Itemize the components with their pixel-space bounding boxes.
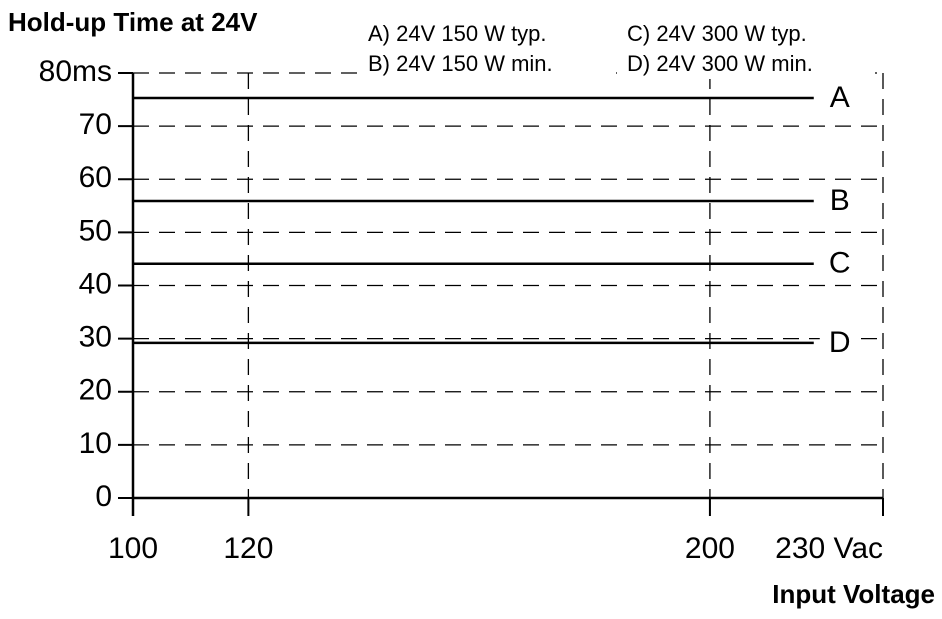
y-tick-label: 40 [79,267,112,300]
y-tick-label: 20 [79,374,112,407]
y-tick-label: 50 [79,214,112,247]
y-tick-label: 70 [79,108,112,141]
line-end-label: C [829,247,851,280]
x-tick-label: 230 Vac [775,532,883,565]
y-tick-label: 80ms [39,55,112,88]
label-backdrop [819,187,860,216]
y-tick-label: 60 [79,161,112,194]
x-tick-label: 120 [223,532,273,565]
label-backdrop [819,83,860,112]
legend-backdrop [623,21,875,49]
legend-backdrop [364,51,616,79]
line-end-label: D [829,326,851,359]
legend-backdrop [364,21,616,49]
legend-entry: D) 24V 300 W min. [627,51,813,76]
legend-entry: B) 24V 150 W min. [368,51,553,76]
chart-title: Hold-up Time at 24V [8,7,258,37]
line-end-label: B [830,184,850,217]
legend-entry: C) 24V 300 W typ. [627,21,807,46]
x-tick-label: 100 [108,532,158,565]
label-backdrop [819,249,860,278]
x-tick-label: 200 [685,532,735,565]
y-tick-label: 10 [79,427,112,460]
y-tick-label: 30 [79,321,112,354]
y-tick-label: 0 [95,480,112,513]
legend-entry: A) 24V 150 W typ. [368,21,547,46]
label-backdrop [819,328,860,357]
x-axis-label: Input Voltage [772,579,935,609]
legend-backdrop [623,51,875,79]
line-end-label: A [830,81,850,114]
